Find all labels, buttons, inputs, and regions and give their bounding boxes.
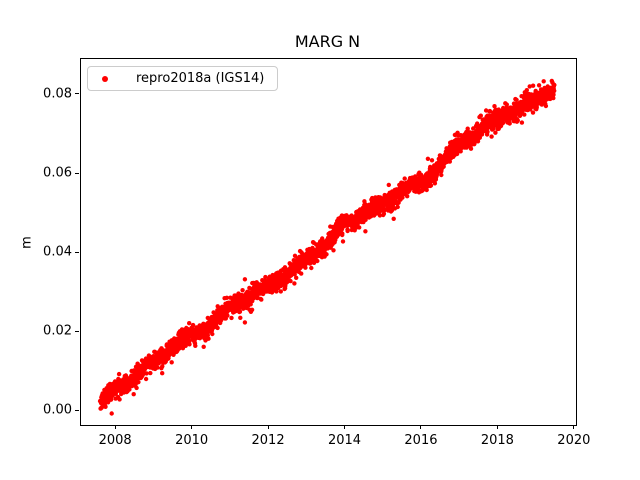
x-tick-label: 2016 [404, 433, 438, 448]
y-tick-mark [75, 251, 79, 253]
y-tick-label: 0.06 [43, 165, 72, 181]
y-tick-mark [75, 409, 79, 411]
legend: repro2018a (IGS14) [87, 66, 279, 91]
x-tick-label: 2014 [327, 433, 362, 448]
y-tick-label: 0.08 [43, 86, 72, 102]
x-tick-mark [267, 425, 269, 429]
x-tick-label: 2018 [480, 433, 514, 448]
x-tick-label: 2010 [175, 433, 209, 448]
scatter-series-repro2018a [97, 78, 557, 416]
x-tick-label: 2012 [251, 433, 285, 448]
legend-marker-dot-icon [102, 75, 108, 82]
x-tick-mark [573, 425, 575, 429]
y-tick-mark [75, 330, 79, 332]
x-tick-mark [191, 425, 193, 429]
y-tick-mark [75, 172, 79, 174]
y-tick-label: 0.02 [43, 323, 72, 339]
x-tick-mark [420, 425, 422, 429]
chart-title: MARG N [294, 32, 361, 51]
plot-area [80, 58, 577, 426]
x-tick-label: 2020 [557, 433, 591, 448]
x-tick-mark [114, 425, 116, 429]
x-tick-mark [344, 425, 345, 429]
y-tick-label: 0.00 [43, 402, 72, 418]
y-tick-mark [75, 93, 79, 95]
x-tick-mark [496, 425, 498, 429]
x-tick-label: 2008 [98, 433, 132, 448]
y-tick-label: 0.04 [43, 244, 72, 260]
legend-label: repro2018a (IGS14) [136, 71, 265, 86]
